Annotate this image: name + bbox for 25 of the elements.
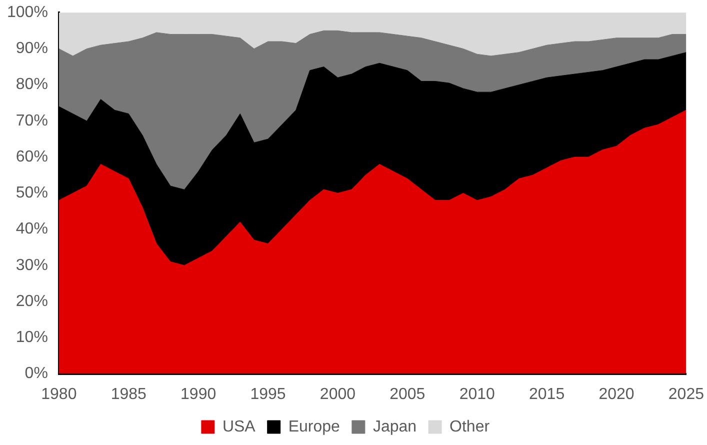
legend-label: Other: [450, 418, 490, 436]
y-tick-label: 40%: [16, 220, 48, 238]
x-tick-label: 2020: [598, 386, 634, 403]
legend-label: Europe: [288, 418, 340, 436]
x-tick-label: 2005: [390, 386, 426, 403]
x-tick-label: 1980: [41, 386, 77, 403]
y-tick-label: 0%: [24, 365, 48, 382]
x-tick-label: 1990: [180, 386, 216, 403]
y-tick-label: 80%: [16, 76, 48, 94]
legend-label: Japan: [372, 418, 417, 436]
y-tick-label: 90%: [16, 40, 48, 58]
y-tick-label: 100%: [7, 4, 48, 22]
y-tick-label: 20%: [16, 292, 48, 310]
y-tick-label: 10%: [16, 329, 48, 346]
legend-label: USA: [222, 418, 256, 436]
y-tick-label: 60%: [16, 148, 48, 166]
x-tick-label: 2025: [668, 386, 704, 403]
x-tick-label: 2015: [529, 386, 565, 403]
x-tick-label: 2000: [320, 386, 356, 403]
x-tick-label: 1995: [250, 386, 286, 403]
y-tick-label: 70%: [16, 112, 48, 130]
y-tick-label: 30%: [16, 256, 48, 274]
x-tick-label: 2010: [459, 386, 496, 403]
y-tick-label: 50%: [16, 184, 48, 202]
x-tick-label: 1985: [110, 386, 147, 403]
